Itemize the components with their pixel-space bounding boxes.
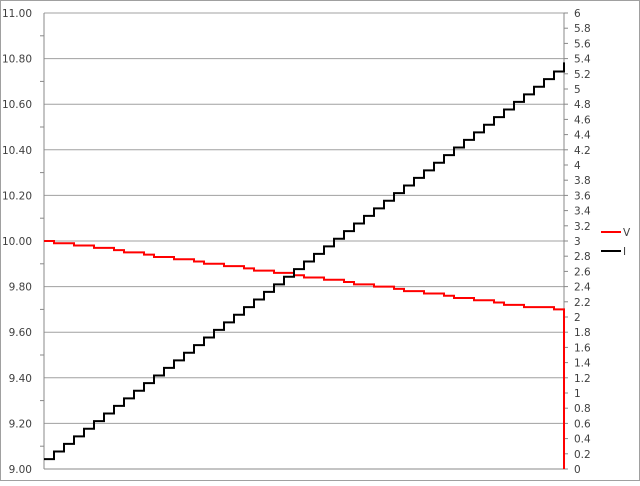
legend-label-V: V: [623, 227, 631, 239]
y-right-tick-label: 3.2: [574, 221, 591, 233]
y-right-tick-label: 4.4: [574, 130, 591, 142]
y-right-tick-label: 2: [574, 312, 581, 324]
y-right-tick-label: 5.8: [574, 23, 591, 35]
y-right-tick-label: 0.4: [574, 434, 591, 446]
y-left-tick-label: 9.00: [9, 464, 32, 476]
y-right-tick-label: 1.4: [574, 358, 591, 370]
y-right-tick-label: 4.6: [574, 114, 591, 126]
y-right-tick-label: 4.8: [574, 99, 591, 111]
y-right-tick-label: 2.8: [574, 251, 591, 263]
y-right-tick-label: 1.6: [574, 342, 591, 354]
y-right-tick-label: 0: [574, 464, 581, 476]
y-right-tick-label: 2.4: [574, 282, 591, 294]
y-right-tick-label: 3.6: [574, 190, 591, 202]
y-left-tick-label: 9.60: [9, 327, 32, 339]
y-right-tick-label: 5.6: [574, 38, 591, 50]
y-right-tick-label: 0.6: [574, 418, 591, 430]
y-left-tick-label: 9.20: [9, 418, 32, 430]
y-right-tick-label: 1.8: [574, 327, 591, 339]
y-right-tick-label: 0.8: [574, 403, 591, 415]
y-left-tick-label: 10.60: [2, 99, 32, 111]
y-left-tick-label: 10.00: [2, 236, 32, 248]
y-right-tick-label: 1: [574, 388, 581, 400]
y-right-tick-label: 0.2: [574, 449, 591, 461]
y-right-tick-label: 2.2: [574, 297, 591, 309]
y-left-tick-label: 10.40: [2, 145, 32, 157]
y-left-tick-label: 11.00: [2, 8, 32, 20]
y-right-tick-label: 4.2: [574, 145, 591, 157]
y-right-tick-label: 3: [574, 236, 581, 248]
y-left-tick-label: 9.40: [9, 373, 32, 385]
y-right-tick-label: 5.2: [574, 69, 591, 81]
y-right-tick-label: 4: [574, 160, 581, 172]
series-line-V: [44, 240, 565, 469]
y-right-tick-label: 6: [574, 8, 581, 20]
y-left-tick-label: 9.80: [9, 282, 32, 294]
legend-label-I: I: [623, 246, 626, 258]
y-right-tick-label: 1.2: [574, 373, 591, 385]
y-right-tick-label: 2.6: [574, 266, 591, 278]
y-right-tick-label: 5: [574, 84, 581, 96]
y-left-tick-label: 10.80: [2, 54, 32, 66]
series-line-I: [44, 62, 565, 461]
y-left-tick-label: 10.20: [2, 190, 32, 202]
y-right-tick-label: 5.4: [574, 54, 591, 66]
y-right-tick-label: 3.4: [574, 206, 591, 218]
y-right-tick-label: 3.8: [574, 175, 591, 187]
